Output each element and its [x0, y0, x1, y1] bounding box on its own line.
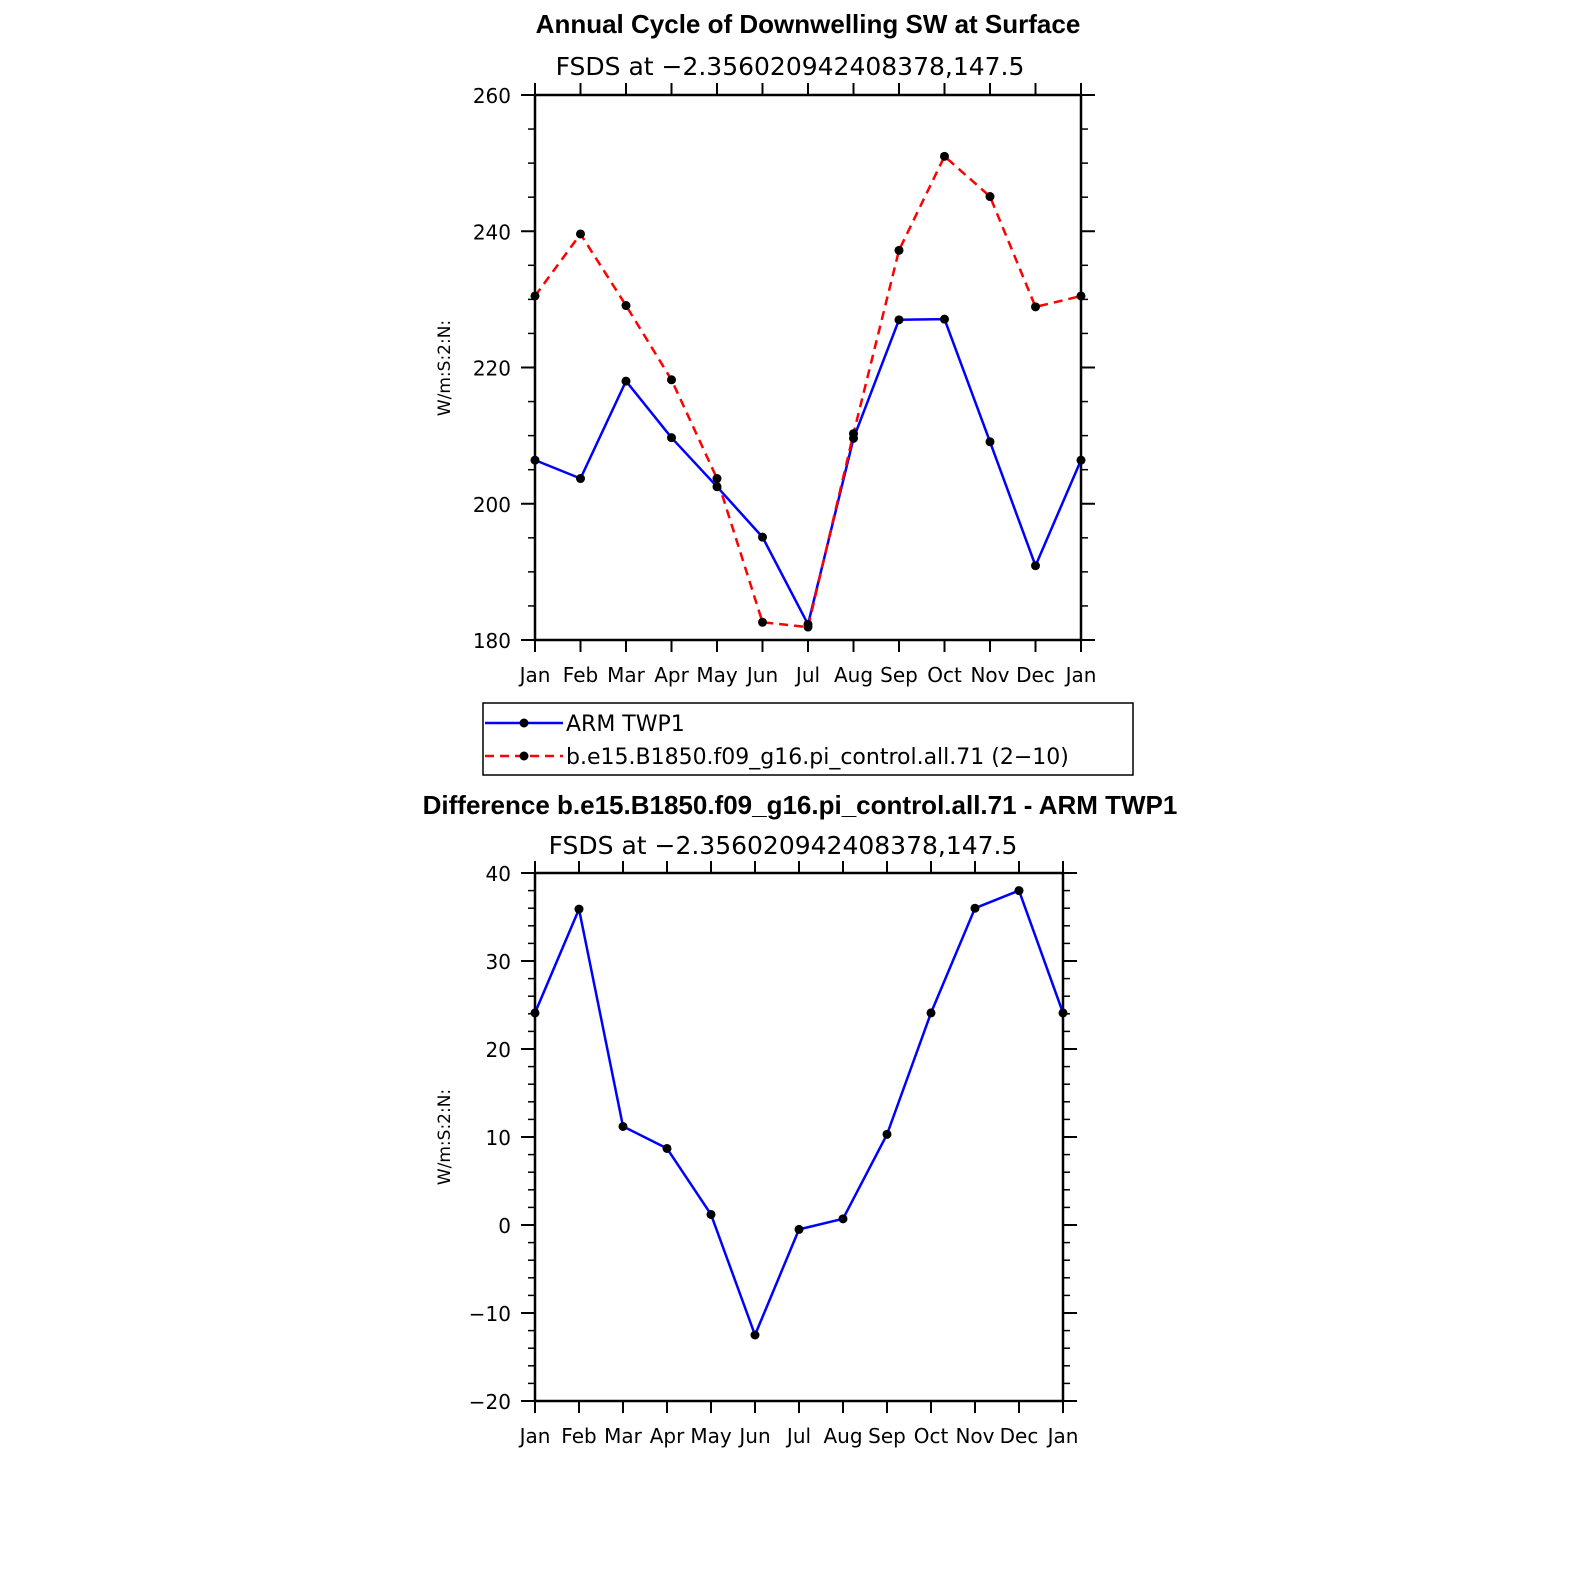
- chart1-xtick-label: Jun: [745, 663, 778, 687]
- chart1-series-1-point: [985, 192, 995, 202]
- chart1-ytick-label: 260: [473, 84, 511, 108]
- chart1-xtick-label: Nov: [970, 663, 1009, 687]
- chart1-series-1-point: [1076, 291, 1086, 301]
- chart2-xtick-label: Mar: [604, 1424, 643, 1448]
- chart1-subtitle: FSDS at −2.356020942408378,147.5: [556, 52, 1025, 81]
- chart1-series-0-point: [985, 437, 995, 447]
- chart2-xtick-label: Dec: [1000, 1424, 1039, 1448]
- chart2-series-0-point: [838, 1214, 848, 1224]
- chart2-ytick-label: 10: [486, 1126, 511, 1150]
- chart1-series-0-point: [1031, 561, 1040, 571]
- chart2-title: Difference b.e15.B1850.f09_g16.pi_contro…: [423, 790, 1178, 820]
- chart1-series-0-point: [621, 376, 631, 386]
- chart1-title: Annual Cycle of Downwelling SW at Surfac…: [536, 9, 1081, 39]
- chart1-series-0-point: [1076, 455, 1086, 465]
- chart1-series-0-point: [940, 314, 949, 324]
- chart1-xtick-label: Apr: [654, 663, 689, 687]
- chart2-xtick-label: Nov: [955, 1424, 994, 1448]
- chart2-xtick-label: Apr: [650, 1424, 685, 1448]
- chart2-ytick-label: 40: [486, 862, 511, 886]
- chart1-series-1-line: [533, 155, 1082, 629]
- chart1-series-0-point: [758, 532, 767, 542]
- chart1-ytick-label: 220: [473, 357, 511, 381]
- chart1-xtick-label: Feb: [563, 663, 598, 687]
- chart1-ytick-label: 180: [473, 629, 511, 653]
- chart1-legend: ARM TWP1 b.e15.B1850.f09_g16.pi_control.…: [482, 702, 1134, 776]
- chart1-series-1-point: [530, 291, 540, 301]
- chart2-series-0-point: [662, 1143, 672, 1153]
- chart1-plot: Jan Feb Mar Apr May Jun Jul Aug Sep Oct Nov Dec Jan 1…: [473, 83, 1097, 687]
- chart2-xtick-label: Jan: [1046, 1424, 1079, 1448]
- chart1-ylabel: W/m:S:2:N:: [435, 320, 455, 416]
- chart1-xtick-label: Jul: [794, 663, 820, 687]
- chart2-xtick-label: Feb: [561, 1424, 596, 1448]
- chart1-xtick-label: Dec: [1016, 663, 1055, 687]
- chart1-xtick-label: Oct: [927, 663, 962, 687]
- chart1-series-1-point: [803, 622, 813, 632]
- chart2-series-0-point: [750, 1330, 760, 1340]
- chart1-series-1-point: [1031, 302, 1040, 312]
- chart2-ytick-label: 0: [498, 1214, 511, 1238]
- chart2-series-0-point: [794, 1224, 804, 1234]
- chart1-series-1-point: [621, 301, 631, 311]
- chart1-series-1-point: [667, 375, 676, 385]
- chart2-series-0-point: [574, 904, 584, 914]
- chart2-series-0-point: [530, 1008, 540, 1018]
- chart2-series-0-point: [1058, 1008, 1068, 1018]
- chart2-ytick-label: 20: [486, 1038, 511, 1062]
- chart1-xtick-label: Mar: [607, 663, 646, 687]
- chart2-ylabel: W/m:S:2:N:: [435, 1089, 455, 1185]
- chart1-series-0-point: [576, 474, 585, 484]
- chart1-series-1-point: [758, 617, 767, 627]
- chart2-xtick-label: Oct: [914, 1424, 949, 1448]
- chart2-xtick-label: Jul: [785, 1424, 811, 1448]
- chart2-ytick-label: −10: [469, 1302, 511, 1326]
- chart1-series-0-point: [894, 315, 904, 325]
- chart2-series-0-point: [926, 1008, 936, 1018]
- legend-label-arm: ARM TWP1: [566, 712, 685, 737]
- chart1-xtick-label: Jan: [518, 663, 551, 687]
- chart1-ytick-label: 200: [473, 493, 511, 517]
- chart2-xtick-label: Aug: [823, 1424, 862, 1448]
- chart2-xtick-label: Sep: [868, 1424, 906, 1448]
- chart2-ytick-label: −20: [469, 1390, 511, 1414]
- chart2-plot: Jan Feb Mar Apr May Jun Jul Aug Sep Oct Nov Dec Jan−…: [469, 861, 1079, 1448]
- chart1-xtick-label: Sep: [880, 663, 918, 687]
- chart2-ytick-label: 30: [486, 950, 511, 974]
- chart1-series-0-point: [530, 455, 540, 465]
- chart2-series-0-point: [970, 903, 980, 913]
- chart1-xtick-label: Aug: [834, 663, 873, 687]
- chart2-xtick-label: Jan: [518, 1424, 551, 1448]
- legend-box: [482, 702, 1134, 776]
- chart1-series-1-point: [849, 429, 858, 439]
- chart1-series-0-line: [534, 317, 1083, 626]
- chart2-xtick-label: Jun: [737, 1424, 770, 1448]
- chart1-series-1-point: [894, 245, 904, 255]
- chart1-xtick-label: May: [696, 663, 738, 687]
- chart2-subtitle: FSDS at −2.356020942408378,147.5: [549, 831, 1018, 860]
- chart2-series-0-point: [706, 1209, 716, 1219]
- chart2-series-0-line: [533, 889, 1065, 1337]
- legend-marker-arm: [519, 718, 529, 728]
- chart2-series-0-point: [1014, 886, 1024, 896]
- chart1-series-1-point: [576, 229, 585, 239]
- chart1-series-0-point: [712, 482, 722, 492]
- chart1-series-0-point: [667, 433, 676, 443]
- chart1-ytick-label: 240: [473, 220, 511, 244]
- chart2-series-0-point: [882, 1129, 892, 1139]
- chart1-frame: [533, 93, 1083, 642]
- legend-marker-model: [519, 751, 529, 761]
- chart1-xtick-label: Jan: [1064, 663, 1097, 687]
- chart2-series-0-point: [618, 1121, 628, 1131]
- chart2-frame: [533, 871, 1065, 1403]
- chart2-xtick-label: May: [690, 1424, 732, 1448]
- legend-label-model: b.e15.B1850.f09_g16.pi_control.all.71 (2…: [566, 745, 1069, 770]
- chart1-series-1-point: [940, 151, 949, 161]
- chart1-series-1-point: [712, 474, 722, 484]
